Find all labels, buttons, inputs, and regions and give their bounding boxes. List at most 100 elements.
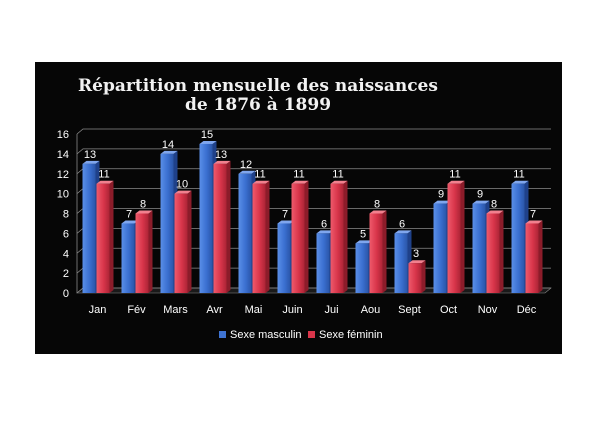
bar-front [121,223,135,293]
bar-feminin-2 [174,190,192,293]
bar-side [538,220,543,293]
x-tick-label: Mai [245,304,263,316]
bar-feminin-8 [408,260,426,293]
bar-feminin-11 [525,220,543,293]
bar-front [199,143,213,293]
bar-feminin-3 [213,160,231,293]
bar-top [316,230,334,234]
data-label-masculin-0: 13 [84,149,96,161]
x-tick-label: Déc [517,304,537,316]
data-label-masculin-7: 5 [360,228,366,240]
bar-feminin-9 [447,180,465,293]
x-tick-label: Juin [282,304,302,316]
bar-top [238,170,256,174]
bar-front [82,163,96,293]
data-label-masculin-3: 15 [201,129,213,141]
bar-feminin-1 [135,210,153,293]
data-label-feminin-8: 3 [413,248,419,260]
data-label-feminin-4: 11 [254,169,265,181]
x-tick-label: Fév [127,304,146,316]
bar-side [148,210,153,293]
bar-front [433,203,447,293]
bar-side [499,210,504,293]
bar-top [369,210,387,214]
bar-front [408,263,422,293]
bar-top [472,200,490,204]
bar-feminin-0 [96,180,114,293]
data-label-masculin-2: 14 [162,139,174,151]
x-tick-label: Jui [324,304,338,316]
y-tick-label: 0 [63,288,69,300]
x-tick-label: Aou [361,304,381,316]
bar-front [252,183,266,293]
gridline [76,128,551,135]
bar-top [330,180,348,184]
data-label-masculin-6: 6 [321,218,327,230]
bar-top [486,210,504,214]
bar-top [160,150,178,154]
legend-label-feminin: Sexe féminin [319,329,383,341]
bar-front [447,183,461,293]
bar-front [174,193,188,293]
bar-side [304,180,309,293]
x-tick-label: Oct [440,304,457,316]
bar-top [135,210,153,214]
bar-front [355,243,369,293]
bar-top [199,140,217,144]
bar-front [525,223,539,293]
bar-top [394,230,412,234]
bar-top [96,180,114,184]
bar-top [511,180,529,184]
x-tick-label: Avr [206,304,223,316]
x-tick-label: Jan [89,304,107,316]
gridline [76,148,551,155]
data-label-masculin-5: 7 [282,208,288,220]
bar-side [265,180,270,293]
y-tick-label: 16 [57,129,69,141]
bar-side [382,210,387,293]
legend-swatch-masculin [219,331,226,338]
bar-top [82,160,100,164]
bar-feminin-7 [369,210,387,293]
bar-front [369,213,383,293]
legend: Sexe masculin Sexe féminin [219,329,383,341]
data-label-feminin-7: 8 [374,199,380,211]
data-label-feminin-2: 10 [176,179,188,191]
data-label-masculin-9: 9 [438,189,444,201]
data-label-feminin-11: 7 [530,208,536,220]
bar-feminin-4 [252,180,270,293]
y-tick-label: 10 [57,189,69,201]
bar-masculin-8 [394,230,412,293]
bar-top [408,260,426,264]
bar-side [109,180,114,293]
data-label-feminin-9: 11 [449,169,460,181]
bar-front [238,173,252,293]
bar-front [486,213,500,293]
y-tick-label: 4 [63,248,69,260]
bar-front [160,153,174,293]
data-label-masculin-4: 12 [240,159,252,171]
data-label-feminin-10: 8 [491,199,497,211]
bar-feminin-6 [330,180,348,293]
bar-top [355,240,373,244]
data-label-feminin-3: 13 [215,149,227,161]
bar-side [460,180,465,293]
bar-side [187,190,192,293]
legend-label-masculin: Sexe masculin [230,329,302,341]
bar-top [525,220,543,224]
bar-front [96,183,110,293]
chart-title-line-1: Répartition mensuelle des naissances [78,76,438,96]
bar-top [121,220,139,224]
bar-top [277,220,295,224]
bar-feminin-10 [486,210,504,293]
data-label-feminin-0: 11 [98,169,109,181]
y-tick-label: 14 [57,149,69,161]
data-label-masculin-8: 6 [399,218,405,230]
data-label-masculin-10: 9 [477,189,483,201]
bar-top [174,190,192,194]
y-tick-label: 8 [63,209,69,221]
data-label-masculin-11: 11 [513,169,524,181]
bar-side [421,260,426,293]
